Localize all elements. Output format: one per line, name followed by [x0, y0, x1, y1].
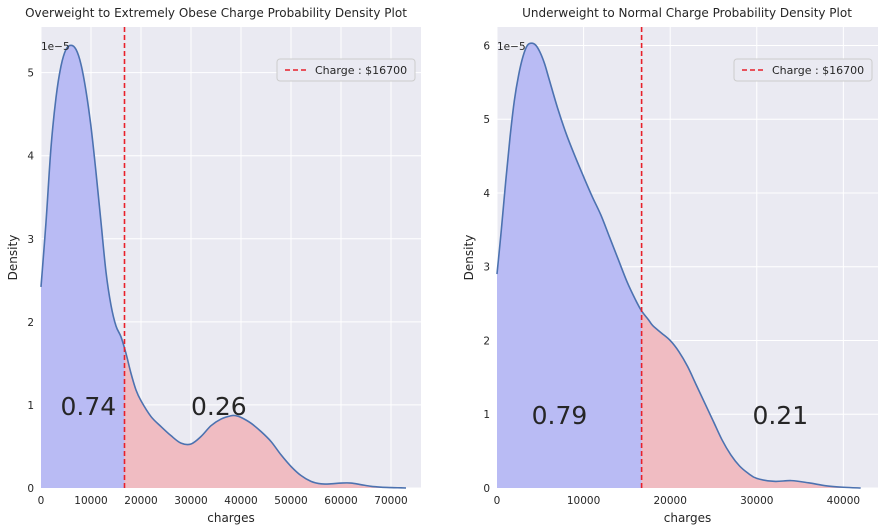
y-tick-label: 3: [483, 262, 490, 274]
right-x-axis-label: charges: [664, 511, 712, 525]
right-area-above-threshold: [641, 310, 861, 488]
left-x-axis-label: charges: [207, 511, 255, 525]
x-tick-label: 30000: [174, 495, 207, 507]
right-legend: Charge : $16700: [733, 58, 873, 82]
right-areas: [497, 43, 861, 488]
right-y-ticks: 0 1 2 3 4 5 6: [483, 40, 490, 495]
right-area-label-below: 0.79: [532, 401, 588, 430]
right-chart-title: Underweight to Normal Charge Probability…: [522, 6, 852, 20]
y-tick-label: 5: [483, 114, 490, 126]
left-legend-box: [276, 58, 416, 82]
right-legend-box: [733, 58, 873, 82]
y-tick-label: 1: [483, 409, 490, 421]
left-area-label-above: 0.26: [191, 392, 247, 421]
x-tick-label: 20000: [124, 495, 157, 507]
right-subplot: 0 10000 20000 30000 40000 0 1 2 3 4 5 6 Underweigh…: [462, 6, 878, 525]
right-legend-label: Charge : $16700: [772, 64, 864, 77]
left-chart-title: Overweight to Extremely Obese Charge Pro…: [25, 6, 407, 20]
x-tick-label: 0: [38, 495, 45, 507]
right-y-scale-label: 1e−5: [497, 41, 526, 53]
left-areas: [41, 45, 406, 489]
y-tick-label: 3: [27, 234, 34, 246]
right-y-axis-label: Density: [462, 235, 476, 281]
left-area-above-threshold: [124, 348, 406, 488]
y-tick-label: 0: [483, 483, 490, 495]
left-density-curve: [40, 44, 407, 489]
x-tick-label: 40000: [827, 495, 860, 507]
right-area-label-above: 0.21: [752, 401, 808, 430]
left-legend-label: Charge : $16700: [315, 64, 407, 77]
x-tick-label: 60000: [324, 495, 357, 507]
x-tick-label: 50000: [274, 495, 307, 507]
x-tick-label: 0: [494, 495, 501, 507]
y-tick-label: 2: [483, 335, 490, 347]
left-x-ticks: 0 10000 20000 30000 40000 50000 60000 70000: [38, 495, 408, 507]
right-density-curve: [496, 42, 861, 489]
left-legend: Charge : $16700: [276, 58, 416, 82]
x-tick-label: 70000: [374, 495, 407, 507]
x-tick-label: 10000: [74, 495, 107, 507]
y-tick-label: 0: [27, 483, 34, 495]
y-tick-label: 4: [27, 151, 34, 163]
x-tick-label: 30000: [740, 495, 773, 507]
x-tick-label: 20000: [653, 495, 686, 507]
y-tick-label: 5: [27, 68, 34, 80]
left-y-ticks: 0 1 2 3 4 5: [27, 68, 34, 495]
left-subplot: 0 10000 20000 30000 40000 50000 60000 70000 0 1 2…: [6, 6, 421, 525]
right-x-ticks: 0 10000 20000 30000 40000: [494, 495, 860, 507]
right-area-below-threshold: [497, 43, 642, 488]
y-tick-label: 6: [483, 40, 490, 52]
x-tick-label: 40000: [224, 495, 257, 507]
left-y-axis-label: Density: [6, 235, 20, 281]
y-tick-label: 4: [483, 188, 490, 200]
left-y-scale-label: 1e−5: [41, 41, 70, 53]
x-tick-label: 10000: [567, 495, 600, 507]
left-area-below-threshold: [41, 45, 125, 489]
y-tick-label: 1: [27, 400, 34, 412]
y-tick-label: 2: [27, 317, 34, 329]
left-area-label-below: 0.74: [61, 392, 117, 421]
